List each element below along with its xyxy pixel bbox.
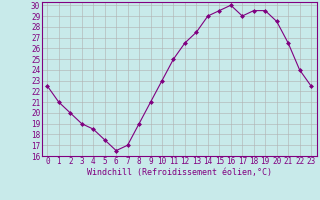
X-axis label: Windchill (Refroidissement éolien,°C): Windchill (Refroidissement éolien,°C)	[87, 168, 272, 177]
